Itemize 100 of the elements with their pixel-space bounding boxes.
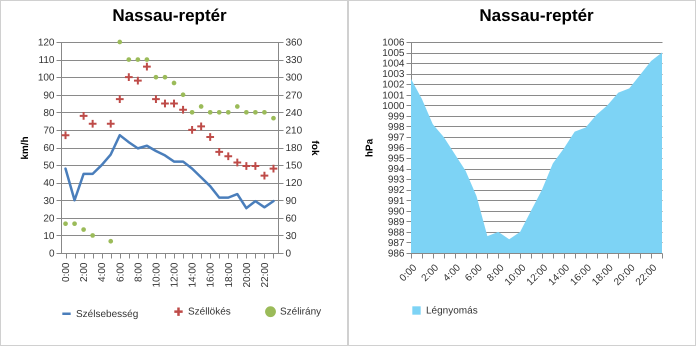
- y2-tick-label: 300: [286, 72, 303, 84]
- y-tick-label: 1001: [382, 90, 405, 102]
- y-tick-label: 1003: [382, 69, 405, 80]
- x-tick-label: 0:00: [61, 262, 72, 282]
- point: [160, 98, 170, 108]
- y-tick-label: 996: [388, 143, 405, 154]
- y-tick-label: 50: [43, 160, 55, 172]
- point: [63, 221, 68, 226]
- y-tick-label: 998: [388, 122, 405, 133]
- y2-tick-label: 0: [286, 248, 292, 260]
- y-tick-label: 994: [388, 164, 405, 176]
- point: [81, 227, 86, 232]
- point: [88, 118, 98, 129]
- legend-label: Széllökés: [188, 306, 231, 318]
- point: [126, 57, 132, 62]
- y-tick-label: 1002: [382, 80, 405, 91]
- point: [60, 130, 70, 140]
- point: [187, 125, 197, 135]
- y-tick-label: 120: [38, 38, 55, 48]
- point: [223, 151, 234, 162]
- y-tick-label: 986: [388, 248, 405, 260]
- y2-tick-label: 180: [286, 143, 303, 154]
- x-tick-label: 16:00: [206, 262, 217, 288]
- x-tick-label: 0:00: [398, 262, 420, 284]
- point: [226, 110, 231, 115]
- legend-label: Szélirány: [280, 306, 322, 318]
- y2-axis-title: fok: [309, 140, 320, 156]
- point: [144, 57, 150, 62]
- y-tick-label: 1005: [382, 48, 405, 60]
- y-tick-label: 987: [388, 238, 405, 249]
- point: [114, 94, 125, 104]
- y-tick-label: 991: [388, 196, 405, 207]
- x-tick-label: 10:00: [151, 262, 162, 288]
- point: [162, 74, 168, 80]
- y-tick-label: 40: [43, 178, 55, 190]
- x-tick-label: 14:00: [188, 262, 199, 288]
- point: [205, 132, 216, 142]
- point: [124, 72, 134, 82]
- y2-tick-label: 30: [286, 230, 298, 242]
- x-tick-label: 2:00: [420, 262, 442, 284]
- point: [142, 62, 152, 72]
- y-tick-label: 999: [388, 111, 405, 122]
- x-tick-label: 18:00: [224, 262, 235, 288]
- x-tick-label: 20:00: [242, 262, 253, 288]
- y-tick-label: 995: [388, 154, 405, 165]
- point: [244, 110, 249, 115]
- point: [232, 158, 242, 168]
- y-tick-label: 997: [388, 132, 405, 144]
- point: [117, 40, 122, 44]
- chart-title: Nassau-reptér: [479, 6, 594, 25]
- legend-label: Légnyomás: [426, 306, 478, 316]
- point: [216, 110, 222, 115]
- point: [253, 110, 258, 115]
- y-tick-label: 60: [43, 143, 55, 154]
- y-axis-title: km/h: [20, 136, 31, 160]
- x-tick-label: 4:00: [441, 262, 464, 284]
- point: [151, 94, 161, 104]
- y-tick-label: 1004: [382, 58, 405, 70]
- y2-tick-label: 210: [286, 125, 303, 136]
- point: [136, 57, 140, 62]
- point: [72, 221, 77, 226]
- x-tick-label: 6:00: [463, 262, 486, 284]
- y-tick-label: 993: [388, 174, 405, 186]
- x-tick-label: 4:00: [97, 262, 108, 282]
- x-tick-label: 22:00: [260, 262, 271, 288]
- y-tick-label: 989: [388, 216, 405, 228]
- point: [178, 104, 188, 115]
- point: [250, 161, 260, 171]
- y2-tick-label: 270: [286, 90, 303, 102]
- y-tick-label: 992: [388, 185, 405, 196]
- legend-label: Szélsebesség: [76, 308, 138, 320]
- point: [90, 233, 95, 238]
- x-tick-label: 12:00: [170, 262, 181, 288]
- point: [190, 110, 194, 115]
- x-tick-label: 8:00: [133, 262, 144, 282]
- y-tick-label: 30: [43, 196, 55, 207]
- y-tick-label: 20: [43, 213, 55, 224]
- point: [262, 110, 267, 115]
- point: [78, 110, 88, 121]
- y2-tick-label: 150: [286, 160, 303, 172]
- y-tick-label: 988: [388, 227, 405, 238]
- y-tick-label: 1006: [382, 38, 405, 48]
- point: [132, 76, 143, 86]
- point: [172, 80, 176, 86]
- point: [198, 104, 204, 109]
- y-tick-label: 1000: [382, 100, 405, 112]
- y2-tick-label: 60: [286, 213, 298, 224]
- y-tick-label: 990: [388, 206, 405, 218]
- point: [271, 116, 276, 121]
- y2-tick-label: 120: [286, 178, 303, 190]
- y-tick-label: 10: [43, 230, 55, 242]
- point: [234, 104, 240, 109]
- x-tick-label: 2:00: [79, 262, 90, 282]
- point: [108, 238, 114, 244]
- point: [260, 170, 270, 181]
- y2-tick-label: 330: [286, 55, 303, 66]
- point: [180, 92, 186, 98]
- point: [208, 110, 213, 115]
- y2-tick-label: 360: [286, 38, 303, 48]
- point: [154, 74, 158, 80]
